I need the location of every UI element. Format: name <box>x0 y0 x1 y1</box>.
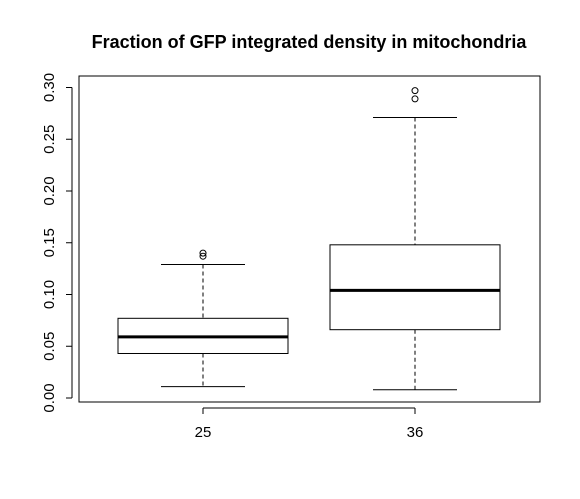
y-tick-label: 0.05 <box>41 332 58 361</box>
y-tick-label: 0.10 <box>41 280 58 309</box>
outlier-point <box>199 252 207 260</box>
outlier-point <box>411 95 419 103</box>
x-tick-label: 25 <box>195 424 212 441</box>
y-tick-label: 0.15 <box>41 228 58 257</box>
x-axis: 25 36 <box>195 407 424 441</box>
plot-frame <box>78 75 541 403</box>
y-axis: 0.00 0.05 0.10 0.15 0.20 0.25 0.30 <box>41 73 73 413</box>
iqr-box <box>329 244 501 331</box>
x-tick-label: 36 <box>407 424 424 441</box>
box-25 <box>117 249 289 388</box>
outlier-point <box>199 249 207 257</box>
box-36 <box>329 87 501 391</box>
outlier-point <box>411 87 419 95</box>
chart-title: Fraction of GFP integrated density in mi… <box>92 32 528 52</box>
y-tick-label: 0.30 <box>41 73 58 102</box>
y-tick-label: 0.20 <box>41 176 58 205</box>
boxes <box>117 87 501 391</box>
y-tick-label: 0.00 <box>41 383 58 412</box>
y-tick-label: 0.25 <box>41 125 58 154</box>
